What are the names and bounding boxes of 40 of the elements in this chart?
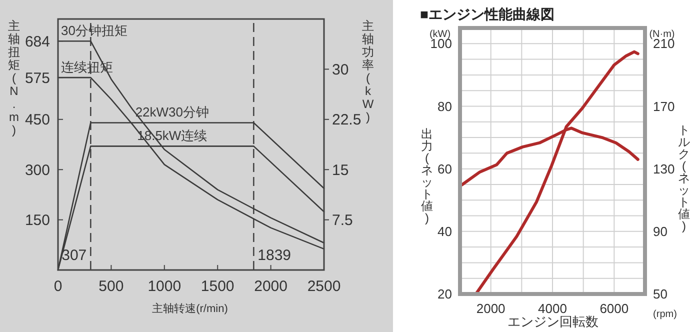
y2-tick-label: 170 [653, 98, 675, 114]
series-label: 22kW30分钟 [135, 104, 210, 120]
y-tick-label: 60 [438, 161, 452, 176]
y-tick-label: 80 [438, 98, 452, 114]
ref-line-label: 307 [62, 247, 87, 264]
y-tick-label: 684 [24, 33, 50, 50]
x-tick-label: 6000 [600, 301, 629, 316]
y2-tick-label: 90 [653, 224, 668, 239]
y-tick-label: 450 [24, 112, 50, 129]
text: (kW) [429, 29, 451, 40]
text: トルク(ネット値) [678, 123, 690, 233]
x-axis-title: 主轴转速(r/min) [152, 302, 228, 315]
y-tick-label: 20 [438, 286, 452, 302]
y2-tick-label: 50 [653, 286, 668, 302]
x-tick-label: 4000 [538, 301, 567, 316]
y2-tick-label: 30 [332, 61, 349, 78]
x-axis-title: エンジン回転数 [508, 314, 598, 329]
x-tick-label: 2000 [476, 301, 506, 316]
y2-tick-label: 130 [653, 161, 675, 176]
x-tick-label: 0 [54, 278, 62, 295]
y-tick-label: 40 [438, 224, 452, 239]
x-tick-label: 1500 [200, 278, 234, 295]
y2-axis-title: 主轴功率(kW) [362, 19, 374, 124]
y-tick-label: 575 [24, 70, 50, 87]
x-tick-label: 500 [98, 278, 124, 295]
text: 主轴扭矩(N.m) [8, 19, 20, 137]
y2-tick-label: 15 [332, 162, 349, 179]
chart-title: ■エンジン性能曲線図 [420, 6, 554, 22]
series-label: 30分钟扭矩 [61, 23, 128, 38]
y2-tick-label: 7.5 [332, 212, 353, 230]
y-tick-label: 150 [24, 212, 50, 230]
y-axis-title: 出力(ネット値) [421, 127, 433, 225]
text: (N·m) [649, 29, 675, 40]
x-tick-label: 1000 [148, 278, 182, 295]
x-tick-label: 2500 [307, 278, 341, 295]
text: (rpm) [653, 309, 677, 320]
y-tick-label: 300 [24, 162, 50, 179]
ref-line-label: 1839 [258, 247, 292, 264]
y2-tick-label: 22.5 [332, 112, 362, 129]
x-tick-label: 2000 [254, 278, 288, 295]
